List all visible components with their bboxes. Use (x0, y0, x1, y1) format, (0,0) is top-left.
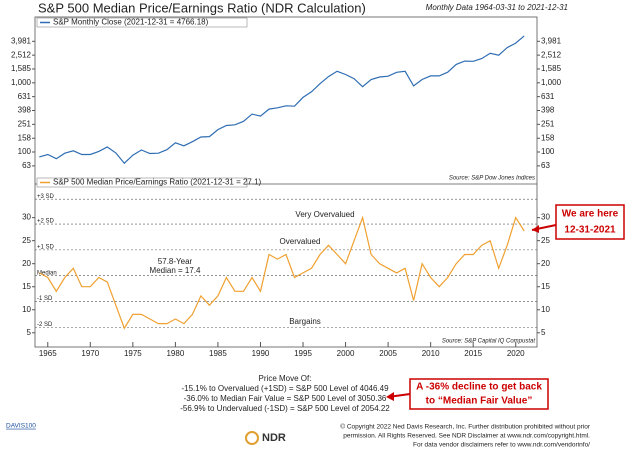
x-tick-label: 1990 (252, 349, 270, 358)
y-tick-label: 100 (541, 147, 555, 156)
y-tick-label: 100 (18, 147, 32, 156)
x-tick-label: 2010 (422, 349, 440, 358)
price-move-title: Price Move Of: (259, 374, 312, 383)
y-tick-label: 20 (22, 259, 31, 268)
y-tick-label: 398 (541, 106, 555, 115)
y-tick-label: 5 (27, 328, 32, 337)
footer-line: permission. All Rights Reserved. See NDR… (343, 433, 590, 440)
frame (34, 16, 538, 348)
x-tick-label: 1975 (124, 349, 142, 358)
legend-label: S&P Monthly Close (2021-12-31 = 4766.18) (53, 18, 209, 27)
y-tick-label: 15 (541, 282, 550, 291)
footer-line: © Copyright 2022 Ned Davis Research, Inc… (340, 423, 591, 431)
reference-label: Median (37, 270, 57, 276)
series-line (39, 215, 525, 330)
y-tick-label: 30 (22, 213, 31, 222)
price-move: -56.9% to Undervalued (-1SD) = S&P 500 L… (180, 404, 390, 413)
callout: to “Median Fair Value” (426, 396, 533, 407)
y-tick-label: 63 (22, 161, 31, 170)
callout: We are here (562, 209, 619, 220)
y-tick-label: 25 (22, 236, 31, 245)
footer-line: For data vendor disclaimers refer to www… (413, 442, 590, 449)
arrow-head (532, 225, 539, 233)
y-tick-label: 1,585 (541, 64, 562, 73)
callout: 12-31-2021 (564, 225, 616, 236)
y-tick-label: 631 (18, 92, 32, 101)
y-tick-label: 5 (541, 328, 546, 337)
reference-label: +3 SD (37, 194, 55, 200)
x-tick-label: 2005 (379, 349, 397, 358)
annotation: Overvalued (280, 237, 321, 246)
y-tick-label: 15 (22, 282, 31, 291)
source: Source: S&P Dow Jones Indices (449, 176, 535, 182)
y-tick-label: 1,000 (11, 78, 32, 87)
y-tick-label: 20 (541, 259, 550, 268)
y-tick-label: 1,000 (541, 78, 562, 87)
subtitle: Monthly Data 1964-03-31 to 2021-12-31 (426, 3, 568, 12)
y-tick-label: 2,512 (541, 50, 562, 59)
y-tick-label: 3,981 (11, 36, 32, 45)
series-line (39, 35, 525, 165)
y-tick-label: 1,585 (11, 64, 32, 73)
footer-code: DAVIS100 (6, 423, 36, 430)
x-tick-label: 1995 (294, 349, 312, 358)
x-tick-label: 1970 (81, 349, 99, 358)
y-tick-label: 398 (18, 106, 32, 115)
y-tick-label: 63 (541, 161, 550, 170)
source: Source: S&P Capital IQ Compustat (442, 339, 535, 345)
price-move: -15.1% to Overvalued (+1SD) = S&P 500 Le… (181, 384, 389, 393)
logo-mark (245, 431, 259, 445)
y-tick-label: 10 (22, 305, 31, 314)
x-tick-label: 1965 (39, 349, 57, 358)
x-tick-label: 2000 (337, 349, 355, 358)
reference-label: +1 SD (37, 244, 55, 250)
legend-box (36, 17, 248, 28)
reference-label: +2 SD (37, 219, 55, 225)
x-tick-label: 2015 (464, 349, 482, 358)
title: S&P 500 Median Price/Earnings Ratio (NDR… (38, 0, 366, 15)
annotation: Very Overvalued (295, 210, 354, 219)
legend-box (36, 177, 248, 188)
callout-box (409, 378, 549, 410)
y-tick-label: 30 (541, 213, 550, 222)
callout: A -36% decline to get back (416, 382, 542, 393)
legend-label: S&P 500 Median Price/Earnings Ratio (202… (53, 178, 262, 187)
x-tick-label: 2020 (507, 349, 525, 358)
y-tick-label: 251 (541, 119, 555, 128)
annotation: Median = 17.4 (150, 266, 201, 275)
x-tick-label: 1980 (166, 349, 184, 358)
reference-label: -2 SD (37, 322, 53, 328)
callout-box (555, 204, 625, 240)
y-tick-label: 158 (541, 133, 555, 142)
y-tick-label: 158 (18, 133, 32, 142)
y-tick-label: 10 (541, 305, 550, 314)
arrow-head (386, 392, 394, 401)
y-tick-label: 25 (541, 236, 550, 245)
y-tick-label: 3,981 (541, 36, 562, 45)
reference-label: -1 SD (37, 296, 53, 302)
y-tick-label: 251 (18, 119, 32, 128)
annotation: Bargains (289, 317, 321, 326)
y-tick-label: 2,512 (11, 50, 32, 59)
annotation: 57.8-Year (158, 257, 193, 266)
price-move: -36.0% to Median Fair Value = S&P 500 Le… (184, 394, 387, 403)
x-tick-label: 1985 (209, 349, 227, 358)
y-tick-label: 631 (541, 92, 555, 101)
logo: NDR (262, 432, 286, 444)
